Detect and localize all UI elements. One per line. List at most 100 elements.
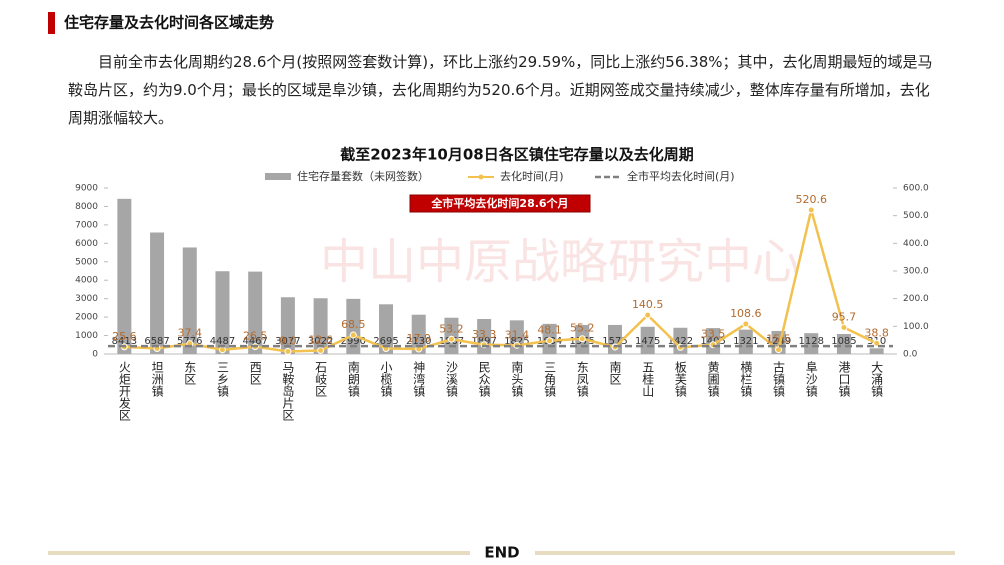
x-tick-label: 小榄镇 <box>379 361 393 398</box>
line-value-label: 15.5 <box>766 333 791 346</box>
bar-value-label: 1321 <box>733 336 758 347</box>
x-tick-label: 黄圃镇 <box>706 361 720 398</box>
line-point <box>218 346 226 354</box>
bar-value-label: 8413 <box>112 336 137 347</box>
x-tick-label: 大涌镇 <box>870 361 884 398</box>
x-tick-label: 东区 <box>183 361 197 385</box>
bar-value-label: 1249 <box>766 336 791 347</box>
bar <box>706 328 721 354</box>
y2-tick-label: 100.0 <box>903 322 929 332</box>
line-value-label: 33.5 <box>701 328 726 341</box>
y-tick-label: 6000 <box>75 239 98 249</box>
bar-value-label: 3077 <box>275 336 300 347</box>
y-tick-label: 0 <box>92 350 98 360</box>
y-tick-label: 5000 <box>75 257 98 267</box>
bar <box>248 271 263 354</box>
y2-tick-label: 400.0 <box>903 239 929 249</box>
x-tick-label: 南区 <box>608 360 622 385</box>
y-tick-label: 8000 <box>75 202 98 212</box>
y-tick-label: 9000 <box>75 184 98 194</box>
x-tick-label: 民众镇 <box>477 361 491 398</box>
x-tick-label: 古镇镇 <box>772 360 786 398</box>
line-point <box>775 346 783 354</box>
bar <box>379 304 394 354</box>
line-value-label: 25.6 <box>112 330 137 343</box>
x-tick-label: 三角镇 <box>543 361 557 398</box>
bar <box>869 348 884 354</box>
line-value-label: 55.2 <box>570 322 595 335</box>
bar-value-label: 1422 <box>668 336 693 347</box>
bar-value-label: 2990 <box>341 336 366 347</box>
legend-label: 去化时间(月) <box>500 169 564 183</box>
y2-tick-label: 600.0 <box>903 184 929 194</box>
line-point <box>447 335 455 343</box>
bar <box>215 271 230 354</box>
line-value-label: 37.4 <box>178 327 203 340</box>
bar <box>346 298 361 354</box>
legend-label: 全市平均去化时间(月) <box>627 169 735 183</box>
line-value-label: 48.1 <box>537 324 562 337</box>
bar <box>150 232 165 354</box>
footer-end: END <box>484 544 519 562</box>
bar-value-label: 6587 <box>144 336 169 347</box>
legend-label: 住宅存量套数（未网签数） <box>297 169 429 183</box>
line-point <box>349 331 357 339</box>
line-point <box>644 311 652 319</box>
line-point <box>546 337 554 345</box>
line-value-label: 31.4 <box>505 328 530 341</box>
line-value-label: 33.3 <box>472 328 497 341</box>
bar <box>804 333 819 354</box>
bar <box>836 333 851 354</box>
line-point <box>873 339 881 347</box>
line-value-label: 95.7 <box>832 311 857 324</box>
line-point <box>742 320 750 328</box>
bar-value-label: 3022 <box>308 336 333 347</box>
header-marker <box>48 12 55 34</box>
bar <box>738 329 753 354</box>
x-tick-label: 石岐区 <box>314 361 328 397</box>
bar <box>313 298 328 354</box>
legend-marker <box>478 174 484 180</box>
bar-value-label: 2130 <box>406 336 431 347</box>
line-value-label: 140.5 <box>632 298 664 311</box>
bar-value-label: 2695 <box>373 336 398 347</box>
y2-tick-label: 500.0 <box>903 211 929 221</box>
line-point <box>807 206 815 214</box>
line-value-label: 68.5 <box>341 318 366 331</box>
chart-title: 截至2023年10月08日各区镇住宅存量以及去化周期 <box>340 146 694 164</box>
bar <box>280 297 295 354</box>
bar <box>182 247 197 354</box>
x-tick-label: 南朗镇 <box>346 360 360 398</box>
line-value-label: 53.2 <box>439 322 464 335</box>
y2-tick-label: 200.0 <box>903 294 929 304</box>
y-tick-label: 2000 <box>75 313 98 323</box>
x-tick-label: 沙溪镇 <box>444 361 458 398</box>
bar-value-label: 4487 <box>210 336 235 347</box>
line-value-label: 9.0 <box>279 335 297 348</box>
x-tick-label: 五桂山 <box>641 361 655 397</box>
line <box>124 209 878 353</box>
y-tick-label: 3000 <box>75 294 98 304</box>
x-tick-label: 南头镇 <box>510 360 524 398</box>
annotation-box <box>409 194 591 213</box>
x-tick-label: 阜沙镇 <box>804 361 818 398</box>
line-value-label: 12.6 <box>308 334 333 347</box>
x-tick-label: 板芙镇 <box>673 361 687 398</box>
bar-value-label: 1825 <box>504 336 529 347</box>
x-tick-label: 西区 <box>248 361 262 385</box>
line-value-label: 26.5 <box>243 330 268 343</box>
bar-value-label: 1128 <box>799 336 824 347</box>
y-tick-label: 4000 <box>75 276 98 286</box>
x-tick-label: 火炬开发区 <box>117 361 131 421</box>
bar-value-label: 1085 <box>831 336 856 347</box>
bar-value-label: 1575 <box>602 336 627 347</box>
paragraph: 目前全市去化周期约28.6个月(按照网签套数计算)，环比上涨约29.59%，同比… <box>68 53 933 127</box>
x-tick-label: 港口镇 <box>837 361 851 398</box>
line-point <box>284 348 292 356</box>
y-tick-label: 7000 <box>75 220 98 230</box>
y2-tick-label: 300.0 <box>903 267 929 277</box>
line-value-label: 520.6 <box>795 193 827 206</box>
bar <box>411 314 426 354</box>
